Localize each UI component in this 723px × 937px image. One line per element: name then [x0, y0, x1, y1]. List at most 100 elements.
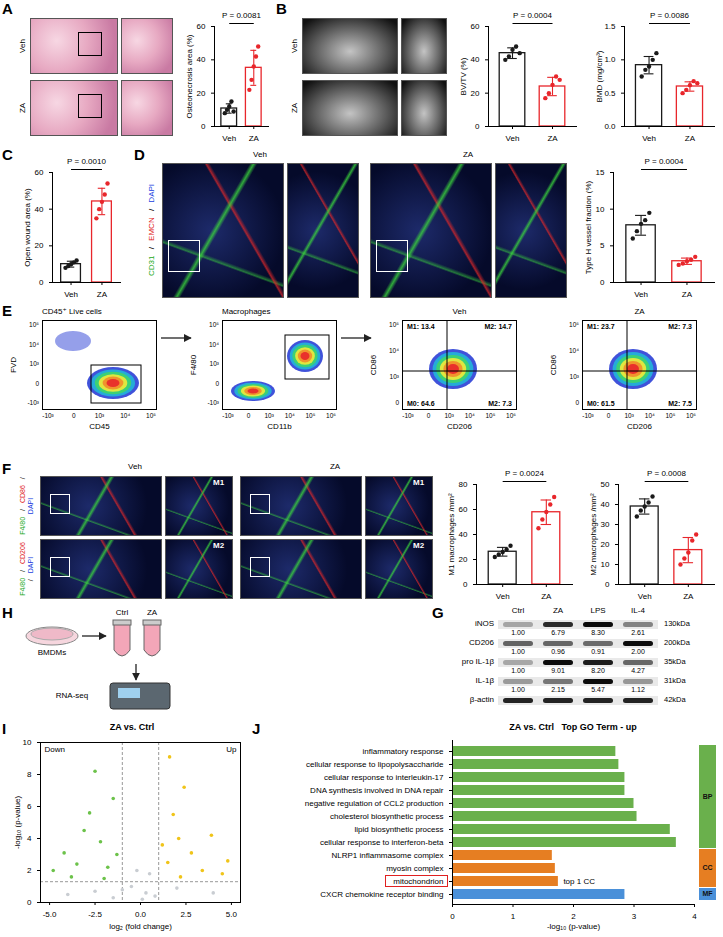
- svg-text:4: 4: [692, 912, 697, 921]
- svg-text:P = 0.0024: P = 0.0024: [505, 469, 544, 478]
- svg-text:Veh: Veh: [222, 134, 236, 143]
- svg-text:10: 10: [601, 560, 610, 569]
- svg-text:Up: Up: [226, 745, 237, 754]
- html-text:B: B: [276, 0, 287, 17]
- svg-text:0.0: 0.0: [604, 122, 616, 131]
- svg-text:CXCR chemokine receptor bindin: CXCR chemokine receptor binding: [320, 890, 443, 899]
- svg-text:top 1 CC: top 1 CC: [563, 877, 595, 886]
- svg-text:40: 40: [459, 530, 468, 539]
- svg-text:Osteonecrosis area (%): Osteonecrosis area (%): [185, 34, 194, 118]
- svg-text:60: 60: [35, 168, 44, 177]
- svg-text:-log₁₀ (p-value): -log₁₀ (p-value): [13, 796, 22, 849]
- svg-text:P = 0.0008: P = 0.0008: [647, 469, 686, 478]
- svg-text:2: 2: [27, 866, 32, 875]
- svg-text:ZA: ZA: [97, 290, 108, 299]
- svg-text:lipid biosynthetic process: lipid biosynthetic process: [355, 825, 444, 834]
- svg-text:Veh: Veh: [64, 290, 78, 299]
- svg-text:40: 40: [35, 205, 44, 214]
- html-text:E: E: [2, 302, 12, 319]
- svg-text:ZA: ZA: [683, 592, 694, 601]
- svg-text:-2.5: -2.5: [88, 910, 102, 919]
- svg-text:cellular response to interfero: cellular response to interferon-beta: [320, 838, 444, 847]
- svg-text:0: 0: [450, 912, 455, 921]
- svg-text:P = 0.0081: P = 0.0081: [222, 11, 261, 20]
- svg-text:-log₁₀ (p-value): -log₁₀ (p-value): [547, 922, 600, 931]
- svg-text:50: 50: [601, 480, 610, 489]
- svg-text:negative regulation of CCL2 pr: negative regulation of CCL2 production: [305, 799, 444, 808]
- svg-text:Veh: Veh: [642, 134, 656, 143]
- svg-text:P = 0.0010: P = 0.0010: [67, 157, 106, 166]
- svg-text:0: 0: [39, 278, 44, 287]
- svg-text:0: 0: [600, 278, 605, 287]
- svg-text:0.5: 0.5: [604, 89, 616, 98]
- svg-text:Veh: Veh: [638, 592, 652, 601]
- svg-text:60: 60: [459, 505, 468, 514]
- svg-text:20: 20: [471, 89, 480, 98]
- svg-text:1: 1: [511, 912, 516, 921]
- svg-text:P = 0.0004: P = 0.0004: [513, 11, 552, 20]
- svg-text:0.0: 0.0: [135, 910, 147, 919]
- svg-text:BV/TV (%): BV/TV (%): [459, 57, 468, 95]
- svg-text:1.0: 1.0: [604, 55, 616, 64]
- svg-text:Veh: Veh: [634, 290, 648, 299]
- svg-text:mitochondrion: mitochondrion: [393, 877, 443, 886]
- svg-text:Open wound area (%): Open wound area (%): [23, 188, 32, 267]
- svg-text:0: 0: [27, 898, 32, 907]
- svg-text:20: 20: [35, 241, 44, 250]
- html-text:H: H: [2, 604, 13, 621]
- svg-text:30: 30: [601, 520, 610, 529]
- svg-text:ZA: ZA: [541, 592, 552, 601]
- svg-text:Veh: Veh: [506, 134, 520, 143]
- svg-text:Down: Down: [45, 745, 65, 754]
- svg-text:DNA synthesis involved in DNA: DNA synthesis involved in DNA repair: [310, 786, 444, 795]
- svg-text:P = 0.0086: P = 0.0086: [650, 11, 689, 20]
- svg-text:20: 20: [601, 540, 610, 549]
- svg-text:2: 2: [571, 912, 576, 921]
- svg-text:60: 60: [197, 22, 206, 31]
- html-text:D: D: [134, 146, 145, 163]
- svg-text:10: 10: [596, 205, 605, 214]
- svg-text:NLRP1 inflammasome complex: NLRP1 inflammasome complex: [331, 851, 443, 860]
- svg-text:cholesterol biosynthetic proce: cholesterol biosynthetic process: [330, 812, 443, 821]
- svg-text:40: 40: [601, 500, 610, 509]
- svg-text:Veh: Veh: [496, 592, 510, 601]
- svg-text:0: 0: [475, 122, 480, 131]
- svg-text:40: 40: [197, 55, 206, 64]
- svg-text:0: 0: [605, 580, 610, 589]
- svg-text:ZA: ZA: [685, 134, 696, 143]
- svg-text:cellular response to lipopolys: cellular response to lipopolysaccharide: [306, 760, 444, 769]
- svg-text:80: 80: [459, 480, 468, 489]
- svg-text:5.0: 5.0: [226, 910, 238, 919]
- svg-text:log₂ (fold change): log₂ (fold change): [109, 922, 172, 931]
- svg-text:0: 0: [463, 580, 468, 589]
- svg-text:1.5: 1.5: [604, 22, 616, 31]
- svg-text:3: 3: [632, 912, 637, 921]
- svg-text:BMD (mg/cm³): BMD (mg/cm³): [595, 50, 604, 102]
- svg-text:ZA: ZA: [547, 134, 558, 143]
- svg-text:5: 5: [600, 241, 605, 250]
- svg-text:4: 4: [27, 834, 32, 843]
- svg-text:inflammatory response: inflammatory response: [363, 747, 444, 756]
- svg-text:20: 20: [197, 89, 206, 98]
- svg-text:myosin complex: myosin complex: [386, 864, 443, 873]
- svg-text:0: 0: [201, 122, 206, 131]
- svg-text:8: 8: [27, 770, 32, 779]
- svg-text:2.5: 2.5: [180, 910, 192, 919]
- svg-text:ZA: ZA: [249, 134, 260, 143]
- svg-text:-5.0: -5.0: [43, 910, 57, 919]
- html-text:G: G: [432, 604, 444, 621]
- html-text:C: C: [2, 146, 13, 163]
- svg-text:P = 0.0004: P = 0.0004: [645, 157, 684, 166]
- svg-text:Type H vessel fraction (%): Type H vessel fraction (%): [584, 180, 593, 274]
- svg-text:M1 macrophages /mm²: M1 macrophages /mm²: [447, 493, 456, 576]
- svg-text:M2 macrophages /mm²: M2 macrophages /mm²: [589, 493, 598, 576]
- svg-text:ZA: ZA: [682, 290, 693, 299]
- svg-text:60: 60: [471, 22, 480, 31]
- svg-text:15: 15: [596, 168, 605, 177]
- svg-text:20: 20: [459, 555, 468, 564]
- svg-text:6: 6: [27, 802, 32, 811]
- svg-text:cellular response to interleuk: cellular response to interleukin-17: [324, 773, 444, 782]
- html-text:A: A: [2, 0, 13, 17]
- svg-text:40: 40: [471, 55, 480, 64]
- svg-text:10: 10: [23, 738, 32, 747]
